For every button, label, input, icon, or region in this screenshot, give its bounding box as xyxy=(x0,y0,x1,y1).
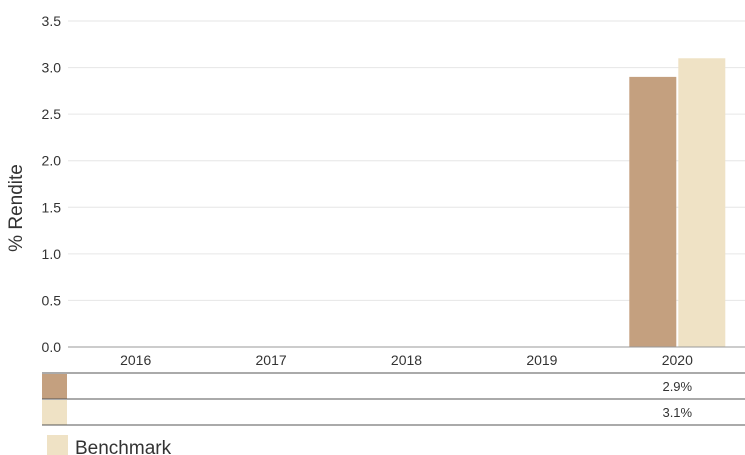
gridlines xyxy=(68,20,745,348)
table-row-swatch xyxy=(42,374,67,399)
table-cell-value: 2.9% xyxy=(662,379,692,394)
bar-series-1-2020 xyxy=(678,58,726,347)
data-table: 2.9% 3.1% xyxy=(42,372,745,426)
y-tick-label: 2.0 xyxy=(42,153,62,169)
y-tick-label: 2.5 xyxy=(42,106,62,122)
y-tick-label: 1.0 xyxy=(42,246,62,262)
y-tick-label: 1.5 xyxy=(42,199,62,215)
bar-series-0-2020 xyxy=(629,76,677,347)
legend-swatch-benchmark xyxy=(47,435,68,455)
legend-label-benchmark: Benchmark xyxy=(75,438,172,455)
y-tick-label: 0.5 xyxy=(42,292,62,308)
y-tick-label: 3.5 xyxy=(42,13,62,29)
x-tick-label: 2019 xyxy=(526,352,557,368)
y-tick-label: 3.0 xyxy=(42,60,62,76)
x-tick-label: 2017 xyxy=(256,352,287,368)
table-row-swatch xyxy=(42,400,67,425)
x-axis-ticks: 2016 2017 2018 2019 2020 xyxy=(120,352,693,368)
y-tick-label: 0.0 xyxy=(42,339,62,355)
legend: Benchmark xyxy=(47,435,172,455)
bars xyxy=(629,58,726,347)
table-cell-value: 3.1% xyxy=(662,405,692,420)
y-axis-ticks: 0.0 0.5 1.0 1.5 2.0 2.5 3.0 3.5 xyxy=(42,13,62,355)
x-tick-label: 2020 xyxy=(662,352,693,368)
x-tick-label: 2016 xyxy=(120,352,151,368)
y-axis-label: % Rendite xyxy=(6,164,27,252)
x-tick-label: 2018 xyxy=(391,352,422,368)
